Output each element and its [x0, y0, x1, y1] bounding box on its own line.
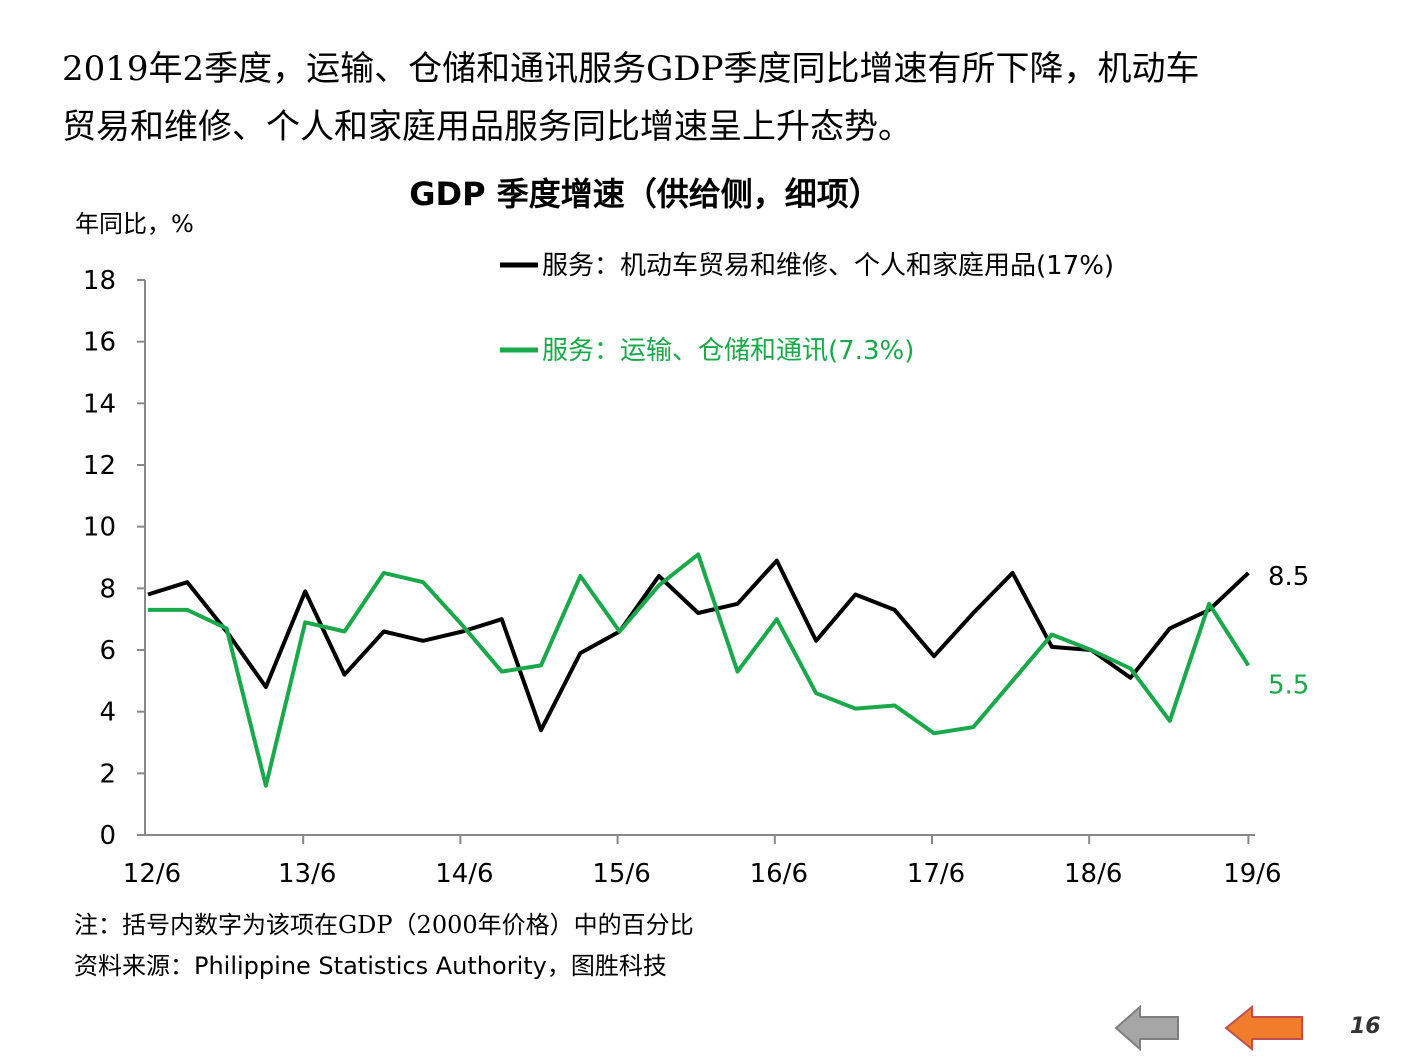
source-note: 资料来源：Philippine Statistics Authority，图胜科…: [74, 952, 667, 980]
forward-button[interactable]: [1222, 1003, 1306, 1053]
y-tick-label: 16: [83, 328, 116, 358]
series-line-2: [148, 552, 1251, 788]
x-tick-label: 16/6: [750, 859, 808, 889]
x-tick-label: 18/6: [1064, 859, 1122, 889]
y-tick-label: 0: [99, 821, 116, 851]
headline-line-2: 贸易和维修、个人和家庭用品服务同比增速呈上升态势。: [62, 107, 912, 147]
page-number: 16: [1350, 1014, 1381, 1039]
arrow-left-icon: [1224, 1004, 1303, 1052]
back-button[interactable]: [1112, 1003, 1182, 1053]
y-tick-label: 18: [83, 266, 116, 296]
series-group: 8.5 5.5: [147, 552, 1309, 788]
y-tick-label: 12: [83, 451, 116, 481]
y-tick-label: 14: [83, 389, 116, 419]
legend: 服务：机动车贸易和维修、个人和家庭用品(17%) 服务：运输、仓储和通讯(7.3%…: [500, 251, 1114, 366]
legend-entry: 服务：运输、仓储和通讯(7.3%): [542, 336, 914, 366]
legend-entry: 服务：机动车贸易和维修、个人和家庭用品(17%): [542, 251, 1114, 281]
x-tick-label: 19/6: [1223, 859, 1281, 889]
y-tick-label: 4: [99, 698, 116, 728]
y-axis-label: 年同比，%: [75, 210, 194, 238]
x-tick-label: 15/6: [592, 859, 650, 889]
x-tick-label: 14/6: [435, 859, 493, 889]
x-tick-label: 12/6: [123, 859, 181, 889]
gdp-line-chart: GDP 季度增速（供给侧，细项） 年同比，% 0 2 4 6 8 10 12 14 16 18 1…: [75, 175, 1309, 889]
headline: 2019年2季度，运输、仓储和通讯服务GDP季度同比增速有所下降，机动车 贸易和…: [62, 40, 1362, 156]
arrow-left-icon: [1114, 1004, 1179, 1052]
x-tick-label: 17/6: [907, 859, 965, 889]
y-tick-label: 10: [83, 513, 116, 543]
y-tick-label: 2: [99, 759, 116, 789]
y-tick-label: 8: [99, 574, 116, 604]
axes: [144, 280, 1255, 836]
chart-title: GDP 季度增速（供给侧，细项）: [409, 175, 880, 213]
y-tick-label: 6: [99, 636, 116, 666]
x-axis-ticks: 12/6 13/6 14/6 15/6 16/6 17/6 18/6 19/6: [123, 835, 1282, 889]
x-tick-label: 13/6: [278, 859, 336, 889]
series-end-label: 5.5: [1268, 670, 1309, 700]
headline-line-1: 2019年2季度，运输、仓储和通讯服务GDP季度同比增速有所下降，机动车: [62, 49, 1200, 89]
y-axis-ticks: 0 2 4 6 8 10 12 14 16 18: [83, 266, 145, 851]
footnote: 注：括号内数字为该项在GDP（2000年价格）中的百分比: [74, 911, 694, 939]
series-line-1: [147, 558, 1250, 733]
series-end-label: 8.5: [1268, 562, 1309, 592]
